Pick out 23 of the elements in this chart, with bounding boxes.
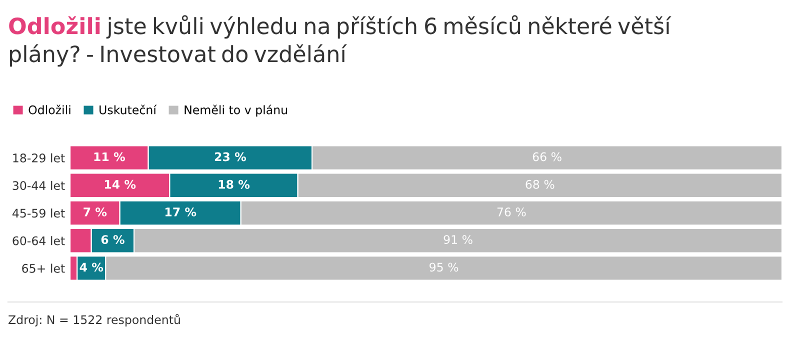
data-label: 14 %	[104, 180, 136, 189]
data-label: 76 %	[497, 207, 526, 216]
text: Zdroj: N = 1522 respondentů	[8, 314, 180, 326]
legend-label: Uskuteční	[100, 104, 157, 114]
data-label: 23 %	[214, 152, 246, 162]
y-tick-label: 45-59 let	[12, 208, 65, 218]
legend-label: Neměli to v plánu	[184, 104, 287, 117]
data-label: 91 %	[444, 235, 472, 244]
data-label: 18 %	[218, 180, 250, 189]
data-label: 6 %	[101, 235, 124, 244]
y-tick-label: 65+ let	[22, 264, 65, 273]
y-tick-label: 18-29 let	[13, 153, 65, 162]
data-label: 66 %	[532, 152, 562, 162]
data-label: 68 %	[526, 180, 554, 189]
data-label: 17 %	[166, 207, 196, 216]
y-tick-label: 60-64 let	[12, 236, 65, 246]
chart-title: Odložili jste kvůli výhledu na příštích 6 měsíců některé větší plány? - Investovat do vzdělání	[9, 15, 672, 67]
data-label: 7 %	[84, 207, 107, 216]
legend-label: Odložili	[28, 104, 70, 114]
data-label: 95 %	[430, 262, 458, 272]
data-label: 11 %	[94, 152, 125, 162]
y-tick-label: 30-44 let	[12, 180, 65, 190]
data-label: 4 %	[80, 262, 104, 272]
